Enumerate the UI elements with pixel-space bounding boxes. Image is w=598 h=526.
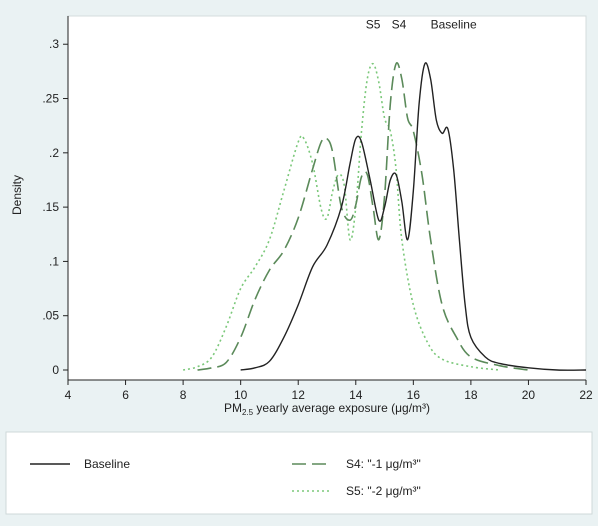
y-tick-label: .15 xyxy=(42,200,59,214)
x-tick-label: 8 xyxy=(180,388,187,402)
legend-box xyxy=(5,431,593,515)
x-tick-label: 14 xyxy=(349,388,363,402)
x-axis-title-prefix: PM xyxy=(224,401,242,415)
x-axis: 4 6 8 10 12 14 16 18 20 22 xyxy=(65,379,593,402)
x-tick-label: 16 xyxy=(407,388,421,402)
y-tick-label: .3 xyxy=(49,37,59,51)
series-line-baseline xyxy=(240,62,587,371)
y-axis-title: Density xyxy=(10,175,24,215)
y-tick-label: .1 xyxy=(49,254,59,268)
series-line-s5 xyxy=(182,62,500,371)
y-tick-label: .2 xyxy=(49,146,59,160)
legend-label-s4: S4: "-1 μg/m³" xyxy=(346,457,421,471)
peak-labels: S5 S4 Baseline xyxy=(366,18,477,32)
x-axis-title-subscript: 2.5 xyxy=(242,408,254,417)
x-tick-label: 18 xyxy=(464,388,478,402)
x-tick-label: 4 xyxy=(65,388,72,402)
legend-label-s5: S5: "-2 μg/m³" xyxy=(346,484,421,498)
y-tick-label: .05 xyxy=(42,309,59,323)
plot-area xyxy=(67,15,587,381)
y-tick-label: 0 xyxy=(52,363,59,377)
x-tick-label: 20 xyxy=(522,388,536,402)
x-axis-title-suffix: yearly average exposure (μg/m³) xyxy=(253,401,430,415)
peak-label-baseline: Baseline xyxy=(431,18,477,32)
x-tick-label: 10 xyxy=(234,388,248,402)
y-axis: 0 .05 .1 .15 .2 .25 .3 xyxy=(42,16,69,380)
x-tick-label: 6 xyxy=(122,388,129,402)
series-layer xyxy=(182,62,587,371)
x-tick-label: 22 xyxy=(579,388,593,402)
peak-label-s5: S5 xyxy=(366,18,381,32)
peak-label-s4: S4 xyxy=(392,18,407,32)
legend-label-baseline: Baseline xyxy=(84,457,130,471)
y-tick-label: .25 xyxy=(42,92,59,106)
x-tick-label: 12 xyxy=(292,388,306,402)
x-axis-title: PM2.5 yearly average exposure (μg/m³) xyxy=(224,401,430,417)
legend: Baseline S4: "-1 μg/m³" S5: "-2 μg/m³" xyxy=(30,457,421,498)
series-line-s4 xyxy=(197,62,529,371)
